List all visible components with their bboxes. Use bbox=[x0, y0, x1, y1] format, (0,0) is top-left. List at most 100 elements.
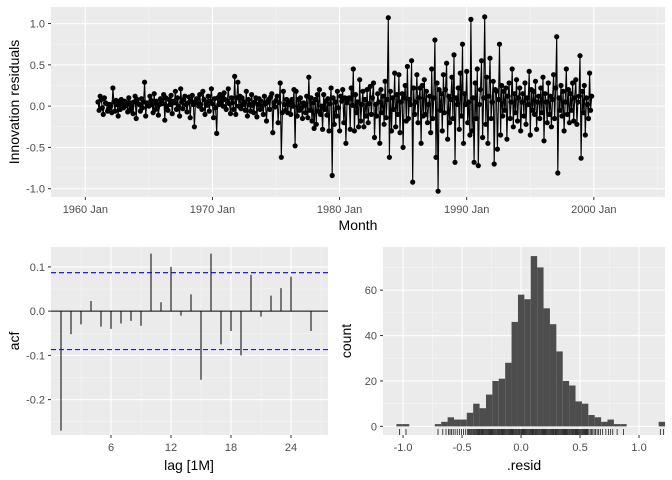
x-tick-label: 0.0 bbox=[513, 442, 528, 454]
residual-point bbox=[413, 99, 419, 105]
residual-point bbox=[448, 96, 454, 103]
residual-point bbox=[450, 115, 456, 122]
histogram-bar bbox=[620, 424, 627, 427]
residual-point bbox=[554, 34, 560, 40]
histogram-bar bbox=[396, 424, 403, 427]
residual-point bbox=[589, 93, 595, 99]
residual-point bbox=[536, 93, 542, 99]
acf-panel-background bbox=[51, 247, 328, 435]
residual-point bbox=[439, 128, 445, 134]
residual-point bbox=[341, 120, 347, 126]
residual-point bbox=[409, 58, 415, 64]
residual-point bbox=[564, 111, 570, 117]
histogram-bar bbox=[511, 321, 518, 427]
residual-point bbox=[367, 83, 373, 89]
residual-point bbox=[419, 82, 425, 89]
residual-point bbox=[389, 95, 396, 101]
residual-point bbox=[335, 105, 342, 111]
residual-point bbox=[582, 132, 588, 138]
residual-point bbox=[513, 77, 520, 83]
x-tick-label: 1980 Jan bbox=[317, 204, 362, 216]
residual-point bbox=[483, 121, 489, 127]
residual-point bbox=[233, 111, 239, 117]
residual-point bbox=[459, 41, 466, 47]
residual-point bbox=[428, 130, 434, 136]
residual-point bbox=[339, 98, 345, 104]
residual-point bbox=[452, 159, 458, 165]
residual-point bbox=[205, 93, 211, 99]
residual-point bbox=[321, 92, 327, 98]
y-tick-label: -1.0 bbox=[26, 184, 45, 196]
residual-point bbox=[251, 110, 257, 116]
residual-point bbox=[147, 93, 153, 99]
y-tick-label: 60 bbox=[365, 285, 377, 297]
residual-point bbox=[402, 82, 408, 89]
residual-point bbox=[338, 93, 344, 99]
histogram-bar bbox=[447, 417, 455, 427]
residual-point bbox=[126, 95, 132, 101]
histogram-x-axis-ticks: -1.0 -0.5 0.0 0.5 1.0 bbox=[394, 435, 647, 454]
residual-point bbox=[167, 101, 173, 108]
residual-point bbox=[340, 87, 346, 93]
residual-point bbox=[349, 102, 355, 108]
residual-point bbox=[177, 113, 183, 119]
residual-point bbox=[330, 95, 336, 101]
residual-point bbox=[579, 88, 585, 94]
residual-point bbox=[472, 80, 478, 86]
residual-point bbox=[560, 88, 566, 94]
residual-point bbox=[499, 82, 505, 89]
y-tick-label: 0 bbox=[371, 421, 377, 433]
residual-point bbox=[469, 128, 475, 134]
residual-point bbox=[202, 111, 208, 117]
residual-point bbox=[322, 106, 328, 112]
residual-point bbox=[189, 92, 195, 98]
histogram-bar bbox=[575, 401, 582, 427]
residual-point bbox=[255, 101, 261, 108]
residual-point bbox=[371, 134, 378, 141]
histogram-rug-marks bbox=[399, 429, 664, 435]
residual-point bbox=[356, 124, 362, 130]
residual-point bbox=[545, 80, 551, 86]
residual-point bbox=[210, 115, 217, 121]
histogram-bar bbox=[479, 408, 486, 427]
histogram-bar bbox=[556, 351, 563, 427]
residual-point bbox=[524, 95, 530, 101]
residual-point bbox=[498, 132, 504, 138]
residual-point bbox=[115, 113, 121, 119]
x-tick-label: 1970 Jan bbox=[190, 204, 235, 216]
residual-point bbox=[382, 78, 388, 84]
residual-point bbox=[477, 87, 484, 93]
residual-point bbox=[243, 88, 249, 94]
residual-point bbox=[572, 95, 578, 101]
residual-point bbox=[512, 110, 519, 116]
residual-point bbox=[395, 111, 401, 117]
residual-point bbox=[406, 96, 413, 103]
residual-point bbox=[225, 86, 231, 92]
residual-point bbox=[565, 87, 572, 93]
residual-point bbox=[153, 98, 159, 104]
x-tick-label: 1960 Jan bbox=[63, 204, 108, 216]
residual-point bbox=[391, 106, 397, 112]
residual-point bbox=[316, 87, 322, 93]
residual-point bbox=[527, 132, 533, 138]
residual-point bbox=[260, 111, 266, 117]
residual-point bbox=[442, 87, 449, 93]
histogram-bar bbox=[402, 424, 410, 427]
residual-point bbox=[378, 87, 384, 93]
residual-point bbox=[162, 117, 168, 123]
histogram-y-axis-label: count bbox=[338, 324, 354, 358]
residual-point bbox=[142, 79, 148, 85]
residual-point bbox=[569, 107, 575, 113]
residual-point bbox=[327, 101, 333, 107]
residual-point bbox=[495, 96, 502, 103]
residual-point bbox=[377, 140, 383, 146]
residual-point bbox=[101, 95, 107, 101]
residual-point bbox=[384, 96, 390, 103]
acf-major-gridlines bbox=[51, 247, 328, 435]
residual-point bbox=[514, 118, 521, 124]
residual-point bbox=[573, 77, 579, 83]
residual-point bbox=[578, 155, 584, 161]
residual-point bbox=[511, 91, 517, 97]
residual-point bbox=[441, 110, 447, 116]
residual-point bbox=[304, 93, 310, 99]
